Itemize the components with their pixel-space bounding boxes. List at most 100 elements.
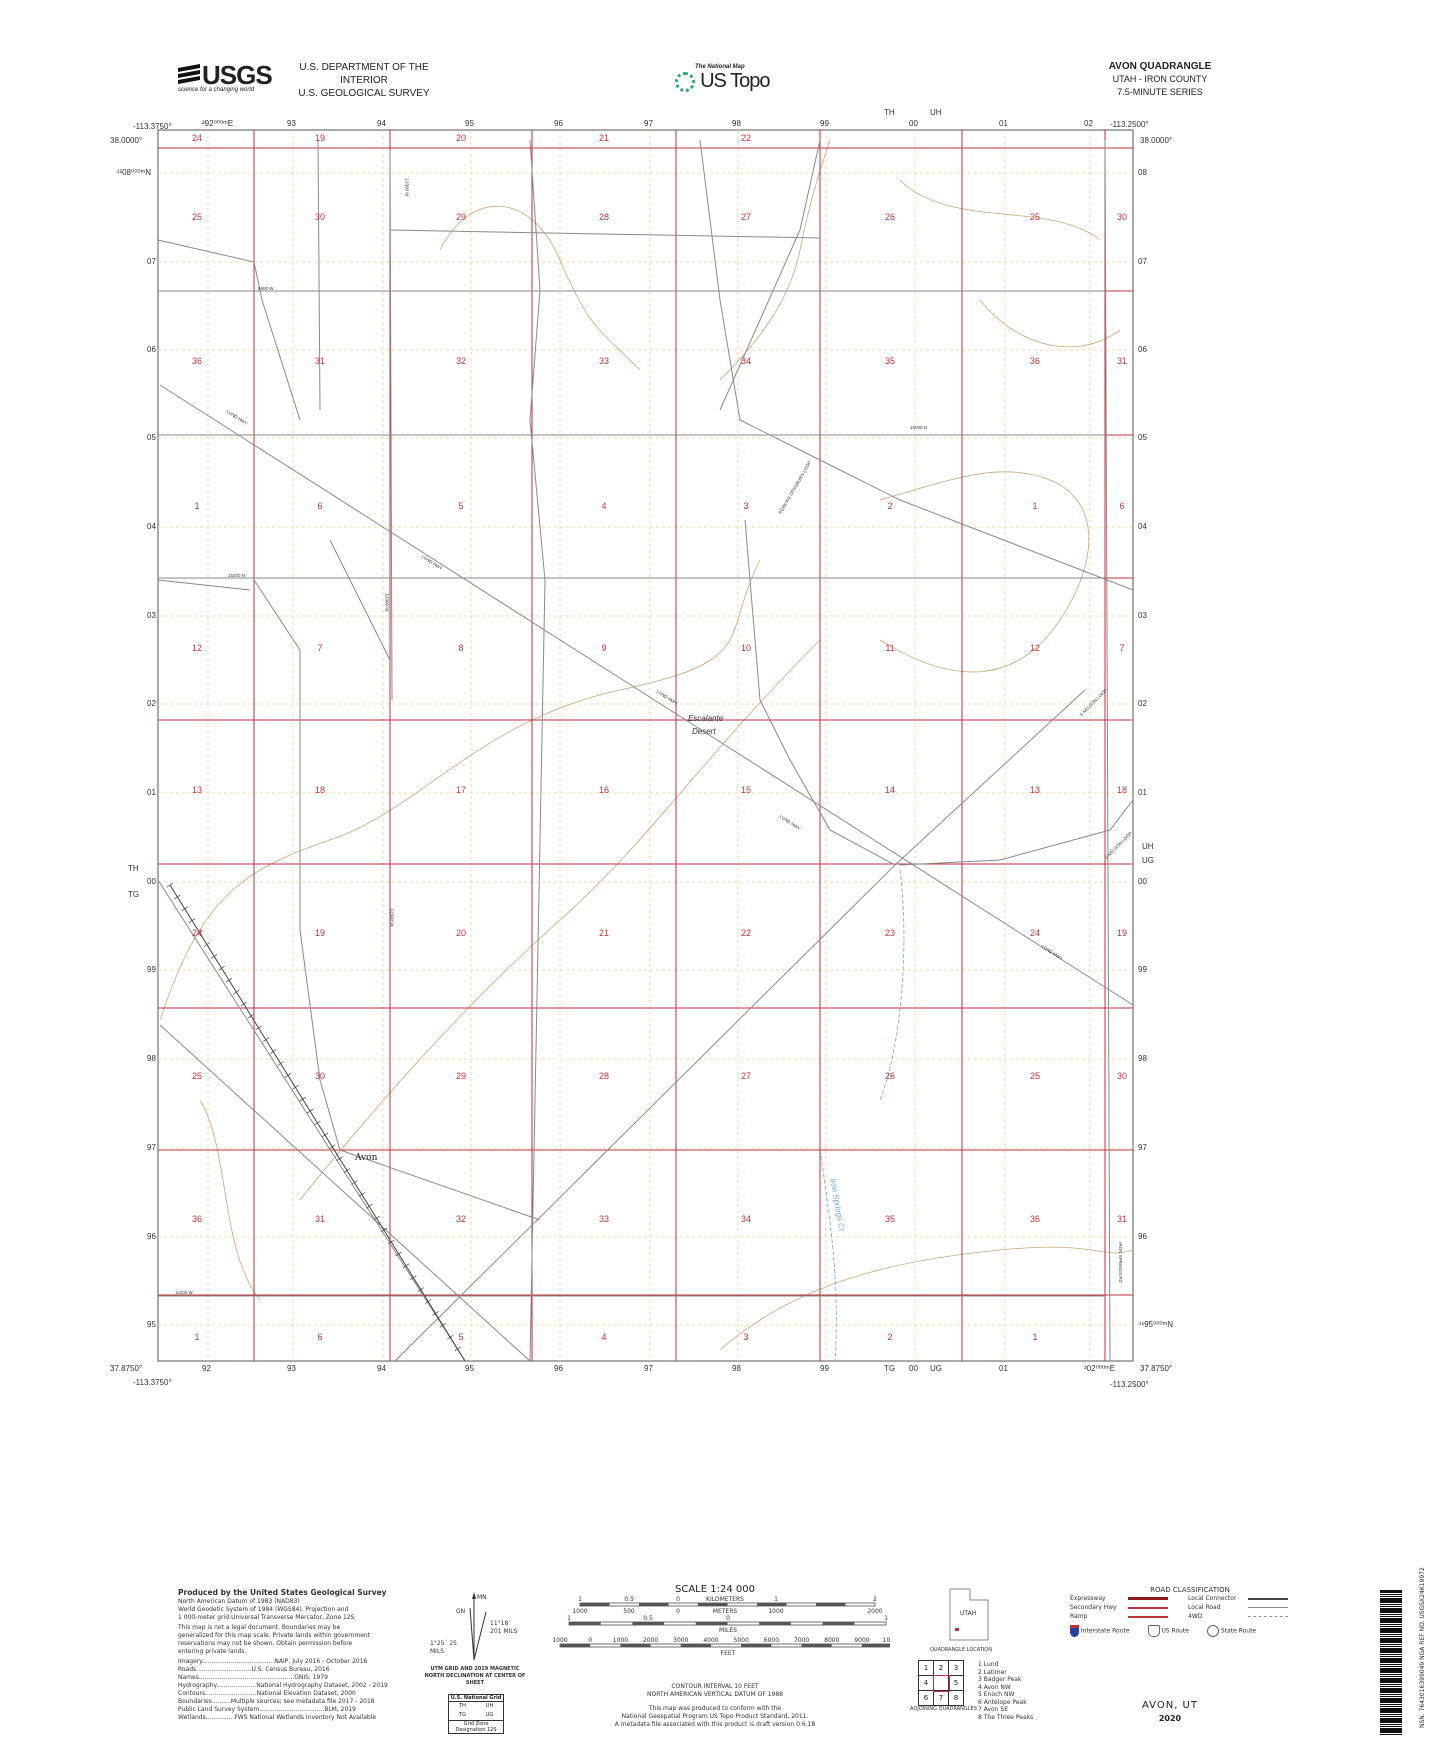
barcode-bar [1380, 1722, 1402, 1723]
section-number: 8 [458, 643, 464, 653]
grid-tick-bottom: 95 [465, 1364, 474, 1373]
grid-tick-right: ⁴¹95⁰⁰⁰ᵐN [1138, 1320, 1173, 1329]
grid-tick-bottom: 01 [999, 1364, 1008, 1373]
m-tick: 500 [623, 1608, 635, 1615]
barcode-bar [1380, 1720, 1402, 1722]
road-class-label: Local Road [1188, 1604, 1221, 1611]
barcode-bar [1380, 1616, 1402, 1617]
railroad-tie [314, 1120, 321, 1126]
section-number: 33 [598, 1214, 610, 1224]
grid-tick-bottom: 98 [732, 1364, 741, 1373]
adjoining-quad-name: 4 Avon NW [978, 1683, 1011, 1691]
barcode-bar [1380, 1718, 1402, 1720]
sources-list: Imagery.................................… [178, 1658, 390, 1722]
km-tick: 1 [774, 1596, 778, 1603]
contour-interval: CONTOUR INTERVAL 10 FEET [671, 1683, 759, 1690]
state-shield-icon [1206, 1625, 1219, 1637]
grid-tick-top: 01 [999, 119, 1008, 128]
corner-top-right-lon: -113.2500° [1110, 120, 1149, 129]
sheet-title: AVON, UT 2020 [1100, 1700, 1240, 1723]
grid-tick-right: 07 [1138, 257, 1147, 266]
scale-title: SCALE 1:24 000 [675, 1584, 755, 1595]
barcode-text: NSN. 7643016399049 NGA REF NO. USGSX24K1… [1419, 1567, 1426, 1728]
section-number: 19 [1116, 928, 1128, 938]
ft-tick: 6000 [764, 1637, 779, 1644]
railroad-tie [277, 1061, 284, 1066]
m-tick: 1000 [768, 1608, 783, 1615]
section-number: 17 [455, 785, 467, 795]
railroad-tie [395, 1251, 402, 1257]
road-class-swatch [1248, 1597, 1288, 1600]
railroad-tie [181, 906, 188, 912]
barcode-bar [1380, 1696, 1402, 1697]
ft-tick: 5000 [734, 1637, 749, 1644]
section-number: 2 [887, 501, 893, 511]
barcode-bar [1380, 1604, 1402, 1605]
section-number: 25 [191, 1071, 203, 1081]
road-legend: ROAD CLASSIFICATION Expressway Local Conn… [1070, 1586, 1310, 1637]
ft-tick: 2000 [643, 1637, 658, 1644]
sheet-name: AVON, UT [1141, 1700, 1198, 1711]
declination-caption: UTM GRID AND 2019 MAGNETIC NORTH DECLINA… [424, 1666, 526, 1686]
standard-line: A metadata file associated with this pro… [614, 1721, 816, 1728]
section-number: 3 [743, 1332, 749, 1342]
barcode-bar [1380, 1702, 1402, 1703]
usng-title: U.S. National Grid [449, 1695, 503, 1702]
desert-label: Escalante [688, 714, 724, 723]
disclaimer-line: entering private lands. [178, 1648, 247, 1655]
section-number: 27 [740, 212, 752, 222]
railroad-tie [247, 1013, 255, 1019]
scale-bar-segment [569, 1622, 601, 1625]
datum-line: World Geodetic System of 1984 (WGS84). P… [178, 1606, 349, 1613]
location-caption: QUADRANGLE LOCATION [930, 1647, 992, 1653]
grid-tick-top: 00 [909, 119, 918, 128]
section-number: 25 [191, 212, 203, 222]
barcode-bar [1380, 1648, 1402, 1650]
section-number: 1 [194, 501, 200, 511]
railroad-tie [306, 1108, 314, 1114]
section-number: 28 [598, 212, 610, 222]
section-number: 6 [317, 501, 323, 511]
section-number: 22 [740, 928, 752, 938]
section-number: 32 [455, 1214, 467, 1224]
adjoining-quad-name: 6 Antelope Peak [978, 1698, 1027, 1706]
railroad-tie [454, 1346, 461, 1352]
scale-bar [559, 1643, 893, 1648]
section-number: 26 [884, 1071, 896, 1081]
us-topo-logo: The National Map US Topo [675, 64, 770, 93]
disclaimer-line: This map is not a legal document. Bounda… [178, 1624, 341, 1631]
us-shield-icon [1147, 1625, 1160, 1637]
source-line: Roads.............................U.S. C… [178, 1666, 330, 1673]
section-number: 31 [314, 1214, 326, 1224]
town-label-avon: Avon [355, 1153, 378, 1163]
railroad-tie [284, 1073, 292, 1078]
section-number: 16 [598, 785, 610, 795]
mi-tick: 1 [567, 1615, 571, 1622]
corner-bottom-left-lat: 37.8750° [110, 1364, 143, 1373]
section-number: 35 [884, 356, 896, 366]
barcode-bar [1380, 1650, 1402, 1652]
grid-tick-left: 96 [147, 1232, 156, 1241]
road-label: 15200 N [228, 573, 246, 578]
barcode-bar [1380, 1628, 1402, 1630]
scale-bar-segment [816, 1603, 846, 1606]
road-class-swatch [1128, 1597, 1168, 1600]
railroad-tie [240, 1001, 247, 1007]
road-class-swatch [1128, 1615, 1168, 1618]
scale-bar-segment [801, 1644, 832, 1647]
section-number: 21 [598, 133, 610, 143]
road-class-swatch [1248, 1607, 1288, 1608]
creek-line [819, 1149, 837, 1362]
section-number: 31 [314, 356, 326, 366]
railroad-tie [351, 1180, 358, 1185]
section-number: 5 [458, 1332, 464, 1342]
us-topo-wordmark: US Topo [700, 70, 770, 92]
railroad-tie [174, 894, 181, 900]
section-number: 15 [740, 785, 752, 795]
scale-bar-segment [861, 1644, 892, 1647]
road-label: 12300 W [389, 908, 395, 927]
ft-tick: 9000 [854, 1637, 869, 1644]
railroad-tie [439, 1323, 447, 1328]
